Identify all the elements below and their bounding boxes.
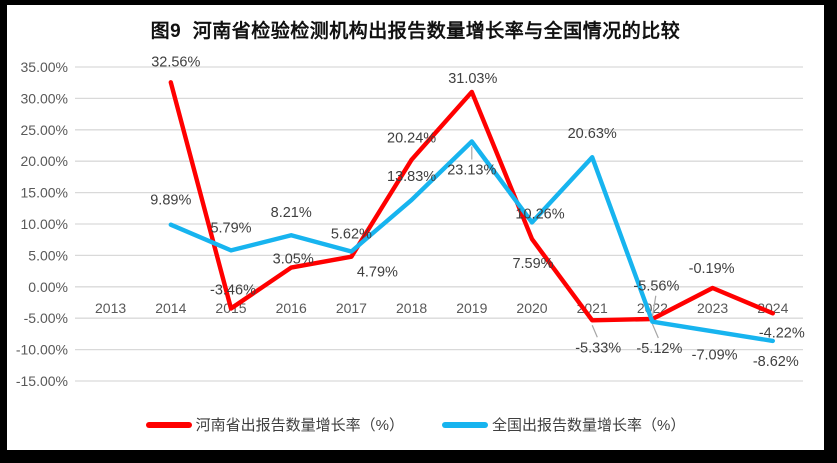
data-label-leader-line xyxy=(651,323,659,339)
series-line-national xyxy=(168,139,775,344)
legend-item-henan: 河南省出报告数量增长率（%） xyxy=(145,414,404,435)
y-axis-tick-label: 10.00% xyxy=(21,216,68,232)
data-label-national: 10.26% xyxy=(515,206,564,222)
legend-swatch-national xyxy=(442,421,488,428)
data-label-henan: 4.79% xyxy=(357,265,398,281)
y-axis-tick-label: 30.00% xyxy=(21,90,68,106)
x-axis-tick-label: 2018 xyxy=(396,300,427,316)
data-label-national: 20.63% xyxy=(568,126,617,142)
data-label-henan: -0.19% xyxy=(689,261,735,277)
data-label-national: 5.79% xyxy=(210,220,251,236)
data-label-henan: 31.03% xyxy=(448,71,497,87)
y-axis-tick-label: 25.00% xyxy=(21,122,68,138)
legend: 河南省出报告数量增长率（%） 全国出报告数量增长率（%） xyxy=(7,414,824,435)
chart-title: 图9 河南省检验检测机构出报告数量增长率与全国情况的比较 xyxy=(150,21,681,42)
data-label-henan: 20.24% xyxy=(387,131,436,147)
x-axis-tick-label: 2016 xyxy=(276,300,307,316)
data-label-national: -5.56% xyxy=(633,279,679,295)
x-axis-tick-label: 2014 xyxy=(155,300,186,316)
data-label-leader-line xyxy=(591,325,598,338)
data-label-national: 23.13% xyxy=(447,163,496,179)
data-label-national: 8.21% xyxy=(271,205,312,221)
data-label-henan: -5.12% xyxy=(636,341,682,357)
x-axis-tick-label: 2013 xyxy=(95,300,126,316)
data-label-national: 5.62% xyxy=(331,227,372,243)
x-axis-tick-label: 2020 xyxy=(516,300,547,316)
data-label-national: -8.62% xyxy=(753,354,799,370)
data-label-henan: 3.05% xyxy=(273,252,314,268)
y-axis-tick-label: 0.00% xyxy=(28,279,68,295)
data-label-leader-line xyxy=(651,295,657,317)
data-label-national: 13.83% xyxy=(387,169,436,185)
y-axis-tick-label: 35.00% xyxy=(21,59,68,75)
data-label-national: 9.89% xyxy=(150,193,191,209)
legend-item-national: 全国出报告数量增长率（%） xyxy=(442,414,685,435)
x-axis-tick-label: 2019 xyxy=(456,300,487,316)
series-line-henan xyxy=(168,80,775,323)
legend-swatch-henan xyxy=(145,421,192,428)
data-label-henan: 7.59% xyxy=(512,256,553,272)
x-axis-tick-label: 2017 xyxy=(336,300,367,316)
y-axis-tick-label: -10.00% xyxy=(16,342,68,358)
y-axis-tick-label: -15.00% xyxy=(16,373,68,389)
y-axis-tick-label: 20.00% xyxy=(21,153,68,169)
data-label-henan: -3.46% xyxy=(210,283,256,299)
chart-canvas: 图9 河南省检验检测机构出报告数量增长率与全国情况的比较 35.00% 30.00… xyxy=(7,5,824,450)
x-axis-tick-label: 2023 xyxy=(697,300,728,316)
plot-area: 35.00% 30.00% 25.00% 20.00% 15.00% 10.00% 5.00… xyxy=(16,54,805,389)
legend-label-national: 全国出报告数量增长率（%） xyxy=(492,417,686,434)
y-axis-tick-label: -5.00% xyxy=(24,310,68,326)
y-axis-tick-label: 5.00% xyxy=(28,247,68,263)
data-label-henan: 32.56% xyxy=(151,54,200,70)
data-label-henan: -5.33% xyxy=(575,340,621,356)
y-axis-tick-label: 15.00% xyxy=(21,185,68,201)
data-label-national: -7.09% xyxy=(692,347,738,363)
legend-label-henan: 河南省出报告数量增长率（%） xyxy=(195,417,404,434)
data-label-henan: -4.22% xyxy=(759,325,805,341)
